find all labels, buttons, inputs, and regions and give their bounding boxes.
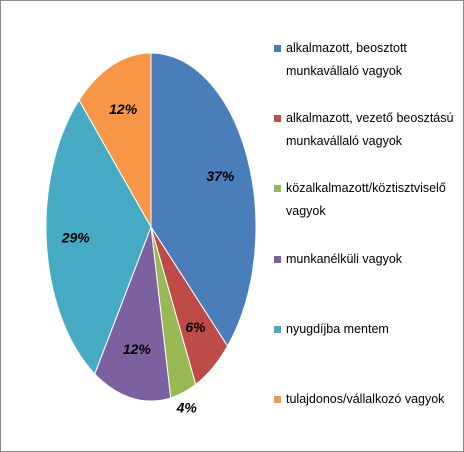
pie-slice bbox=[45, 99, 152, 375]
data-label: 12% bbox=[109, 101, 138, 117]
data-label: 37% bbox=[206, 168, 235, 184]
data-label: 29% bbox=[61, 229, 91, 245]
legend-label: nyugdíjba mentem bbox=[286, 322, 389, 336]
data-label: 12% bbox=[123, 341, 152, 357]
pie-slice bbox=[150, 52, 257, 348]
legend-swatch bbox=[274, 396, 281, 403]
legend-entry: munkanélküli vagyok bbox=[274, 248, 454, 271]
legend-label: alkalmazott, vezető beosztású munkaválla… bbox=[286, 111, 454, 148]
data-label: 6% bbox=[185, 319, 206, 335]
legend-entry: alkalmazott, beosztott munkavállaló vagy… bbox=[274, 37, 454, 83]
legend-swatch bbox=[274, 185, 281, 192]
legend-label: munkanélküli vagyok bbox=[286, 252, 403, 266]
pie-slice bbox=[78, 52, 152, 229]
legend-swatch bbox=[274, 115, 281, 122]
legend-entry: nyugdíjba mentem bbox=[274, 318, 454, 341]
legend-entry: alkalmazott, vezető beosztású munkaválla… bbox=[274, 107, 454, 153]
data-label: 4% bbox=[176, 400, 198, 416]
legend-swatch bbox=[274, 326, 281, 333]
legend-label: tulajdonos/vállalkozó vagyok bbox=[286, 392, 445, 406]
pie-slice bbox=[94, 226, 172, 402]
legend-entry: tulajdonos/vállalkozó vagyok bbox=[274, 388, 454, 411]
legend-label: alkalmazott, beosztott munkavállaló vagy… bbox=[286, 41, 407, 78]
legend-entry: közalkalmazott/köztisztviselő vagyok bbox=[274, 177, 454, 223]
legend-label: közalkalmazott/köztisztviselő vagyok bbox=[286, 181, 446, 218]
legend-swatch bbox=[274, 45, 281, 52]
legend-swatch bbox=[274, 256, 281, 263]
